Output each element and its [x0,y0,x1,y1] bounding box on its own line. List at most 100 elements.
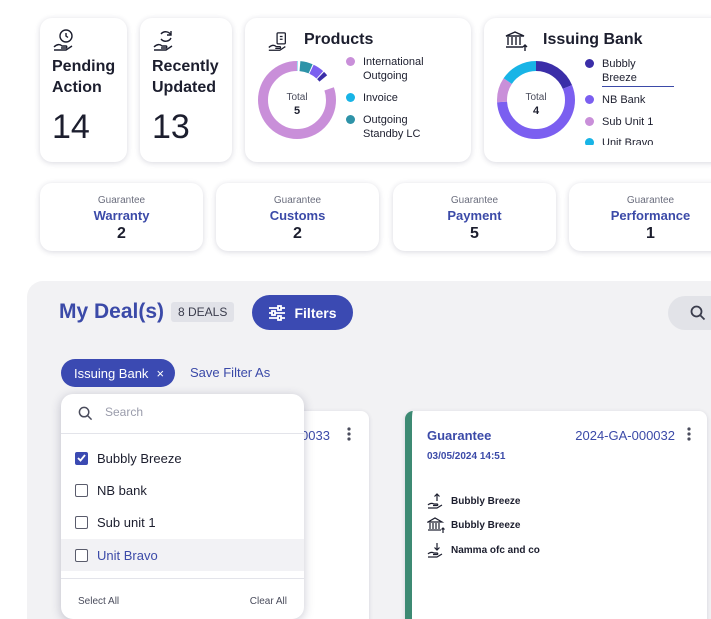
stat-value: 13 [152,108,190,146]
select-all-link[interactable]: Select All [78,596,120,607]
issuing-bank-total-label: Total [525,92,546,103]
legend-item[interactable]: Bubbly Breeze [585,57,674,87]
checkbox[interactable] [75,515,88,529]
donut-segment-unit-bravo [497,61,575,139]
search-icon [690,305,706,321]
legend-dot [346,57,355,66]
legend-item[interactable]: Invoice [346,91,398,105]
option-label: NB bank [97,482,147,498]
legend-item[interactable]: NB Bank [585,93,645,107]
deal-card[interactable]: Guarantee 2024-GA-000032 03/05/2024 14:5… [405,411,707,619]
bank-icon [505,31,528,51]
save-filter-link[interactable]: Save Filter As [190,365,271,380]
guarantee-count: 1 [646,225,655,242]
legend-dot [585,59,594,68]
legend-dot [346,115,355,124]
chip-close-icon[interactable]: × [156,365,165,381]
legend-text: Breeze [602,72,637,84]
kebab-menu-icon[interactable] [687,427,691,441]
legend-text: Invoice [363,92,398,104]
guarantee-card-performance[interactable]: Guarantee Performance 1 [569,183,711,251]
donut-segment-invoice [258,61,336,139]
deal-party-beneficiary: Namma ofc and co [427,542,540,558]
issuing-bank-donut: Total 4 [497,61,575,139]
legend-dot [585,95,594,104]
legend-text: Standby LC [363,128,421,140]
guarantee-count: 2 [117,225,126,242]
filters-button[interactable]: Filters [252,295,353,330]
checkbox-checked[interactable] [75,451,88,465]
legend-text: Unit Bravo [602,137,654,145]
deals-search-button[interactable] [668,296,711,330]
legend-dot [585,138,594,145]
stat-value: 14 [52,108,90,146]
stat-label-line2: Action [52,79,102,96]
guarantee-card-customs[interactable]: Guarantee Customs 2 [216,183,379,251]
stat-label-line2: Updated [152,79,216,96]
option-label: Sub unit 1 [97,514,156,530]
products-total-value: 5 [294,105,300,117]
checkbox[interactable] [75,483,88,497]
products-donut: Total 5 [258,61,336,139]
donut-segment-sub-unit-1 [497,61,575,139]
products-legend: International Outgoing Invoice Outgoing St… [346,55,466,155]
dropdown-option[interactable]: Sub unit 1 [61,506,304,538]
guarantee-card-payment[interactable]: Guarantee Payment 5 [393,183,556,251]
legend-text: Outgoing [363,114,408,126]
dropdown-option[interactable]: NB bank [61,474,304,506]
legend-item[interactable]: Outgoing Standby LC [346,113,420,141]
legend-text: Bubbly [602,58,636,70]
products-chart-card[interactable]: Products Total 5 International Outgoing I… [245,18,471,162]
dropdown-option[interactable]: Unit Bravo [61,539,304,571]
guarantee-type: Customs [269,208,326,223]
dropdown-search [61,394,304,434]
guarantee-sub: Guarantee [273,195,322,206]
deal-reference: 2024-GA-000032 [575,428,675,443]
refresh-hand-icon [153,31,173,51]
legend-text: NB Bank [602,94,646,106]
chip-label: Issuing Bank [74,365,149,381]
guarantee-count: 2 [293,225,302,242]
hand-download-icon [427,543,443,558]
guarantee-type: Payment [447,208,502,223]
products-title: Products [304,31,374,48]
dropdown-search-input[interactable] [105,405,285,419]
checkbox[interactable] [75,548,88,562]
deal-party-issuing-bank: Bubbly Breeze [427,517,520,533]
sliders-icon [269,304,286,321]
deal-type: Guarantee [427,428,492,443]
dropdown-option[interactable]: Bubbly Breeze [61,442,304,474]
legend-item[interactable]: Sub Unit 1 [585,115,653,129]
filters-label: Filters [294,304,337,321]
issuing-bank-chart-card[interactable]: Issuing Bank Total 4 Bubbly Breeze NB Ban… [484,18,711,162]
clock-hand-icon [53,29,73,51]
guarantee-card-warranty[interactable]: Guarantee Warranty 2 [40,183,203,251]
products-total-label: Total [286,92,307,103]
issuing-bank-dropdown: Bubbly Breeze NB bank Sub unit 1 Unit Br… [61,394,304,619]
legend-text: International [363,56,424,68]
option-label: Unit Bravo [97,547,158,563]
issuing-bank-total-value: 4 [533,105,540,117]
legend-item[interactable]: International Outgoing [346,55,424,83]
guarantee-type: Performance [610,208,691,223]
guarantee-sub: Guarantee [626,195,675,206]
guarantee-count: 5 [470,225,479,242]
party-name: Bubbly Breeze [451,495,521,507]
legend-text: Outgoing [363,70,408,82]
clear-all-link[interactable]: Clear All [249,596,287,607]
issuing-bank-title: Issuing Bank [543,31,643,48]
deal-party-applicant: Bubbly Breeze [427,493,520,509]
guarantee-type: Warranty [93,208,150,223]
option-label: Bubbly Breeze [97,450,182,466]
stat-card-recently-updated[interactable]: Recently Updated 13 [140,18,232,162]
kebab-menu-icon[interactable] [347,427,351,441]
issuing-bank-legend: Bubbly Breeze NB Bank Sub Unit 1 Unit Bra… [585,57,685,145]
stat-card-pending-action[interactable]: Pending Action 14 [40,18,127,162]
dropdown-footer: Select All Clear All [61,578,304,619]
filter-chip-issuing-bank[interactable]: Issuing Bank × [61,359,175,387]
legend-item[interactable]: Unit Bravo [585,136,653,145]
checkmark-icon [77,454,86,462]
guarantee-sub: Guarantee [450,195,499,206]
legend-dot [585,117,594,126]
party-name: Namma ofc and co [451,544,540,556]
